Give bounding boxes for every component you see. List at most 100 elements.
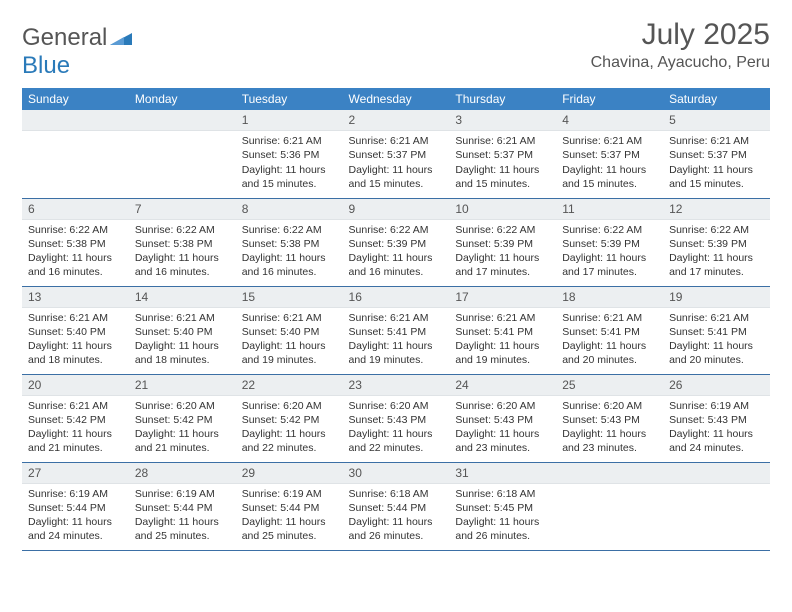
- day-details: Sunrise: 6:21 AMSunset: 5:40 PMDaylight:…: [236, 308, 343, 372]
- logo-text-2: Blue: [22, 52, 70, 79]
- calendar-day-cell: 3Sunrise: 6:21 AMSunset: 5:37 PMDaylight…: [449, 110, 556, 198]
- month-title: July 2025: [591, 18, 770, 52]
- calendar-day-cell: 25Sunrise: 6:20 AMSunset: 5:43 PMDayligh…: [556, 374, 663, 462]
- calendar-row: 6Sunrise: 6:22 AMSunset: 5:38 PMDaylight…: [22, 198, 770, 286]
- day-number: 11: [556, 199, 663, 220]
- day-number: 30: [343, 463, 450, 484]
- day-details: Sunrise: 6:22 AMSunset: 5:38 PMDaylight:…: [236, 220, 343, 284]
- calendar-row: 20Sunrise: 6:21 AMSunset: 5:42 PMDayligh…: [22, 374, 770, 462]
- day-details: Sunrise: 6:22 AMSunset: 5:39 PMDaylight:…: [556, 220, 663, 284]
- calendar-empty-cell: [556, 462, 663, 550]
- calendar-day-cell: 19Sunrise: 6:21 AMSunset: 5:41 PMDayligh…: [663, 286, 770, 374]
- logo-triangle-icon: [110, 29, 132, 45]
- day-number: 26: [663, 375, 770, 396]
- day-details: Sunrise: 6:21 AMSunset: 5:42 PMDaylight:…: [22, 396, 129, 460]
- day-details: Sunrise: 6:20 AMSunset: 5:43 PMDaylight:…: [343, 396, 450, 460]
- day-details: Sunrise: 6:22 AMSunset: 5:38 PMDaylight:…: [22, 220, 129, 284]
- day-details: Sunrise: 6:20 AMSunset: 5:42 PMDaylight:…: [236, 396, 343, 460]
- header: General Blue July 2025 Chavina, Ayacucho…: [22, 18, 770, 80]
- weekday-header: Monday: [129, 88, 236, 110]
- day-number: 20: [22, 375, 129, 396]
- day-details: Sunrise: 6:21 AMSunset: 5:37 PMDaylight:…: [663, 131, 770, 195]
- calendar-day-cell: 22Sunrise: 6:20 AMSunset: 5:42 PMDayligh…: [236, 374, 343, 462]
- calendar-day-cell: 12Sunrise: 6:22 AMSunset: 5:39 PMDayligh…: [663, 198, 770, 286]
- calendar-body: 1Sunrise: 6:21 AMSunset: 5:36 PMDaylight…: [22, 110, 770, 550]
- day-details: Sunrise: 6:18 AMSunset: 5:45 PMDaylight:…: [449, 484, 556, 548]
- logo: General Blue: [22, 24, 132, 80]
- calendar-day-cell: 8Sunrise: 6:22 AMSunset: 5:38 PMDaylight…: [236, 198, 343, 286]
- day-details: Sunrise: 6:21 AMSunset: 5:41 PMDaylight:…: [556, 308, 663, 372]
- day-number-empty: [663, 463, 770, 484]
- day-number: 25: [556, 375, 663, 396]
- calendar-day-cell: 26Sunrise: 6:19 AMSunset: 5:43 PMDayligh…: [663, 374, 770, 462]
- calendar-row: 27Sunrise: 6:19 AMSunset: 5:44 PMDayligh…: [22, 462, 770, 550]
- day-details: Sunrise: 6:18 AMSunset: 5:44 PMDaylight:…: [343, 484, 450, 548]
- day-number-empty: [556, 463, 663, 484]
- day-number: 4: [556, 110, 663, 131]
- day-details: Sunrise: 6:19 AMSunset: 5:44 PMDaylight:…: [22, 484, 129, 548]
- calendar-day-cell: 5Sunrise: 6:21 AMSunset: 5:37 PMDaylight…: [663, 110, 770, 198]
- day-details: Sunrise: 6:19 AMSunset: 5:44 PMDaylight:…: [236, 484, 343, 548]
- calendar-day-cell: 6Sunrise: 6:22 AMSunset: 5:38 PMDaylight…: [22, 198, 129, 286]
- day-number: 2: [343, 110, 450, 131]
- calendar-empty-cell: [663, 462, 770, 550]
- calendar-day-cell: 20Sunrise: 6:21 AMSunset: 5:42 PMDayligh…: [22, 374, 129, 462]
- day-number: 19: [663, 287, 770, 308]
- day-number: 18: [556, 287, 663, 308]
- day-number: 14: [129, 287, 236, 308]
- logo-text-1: General: [22, 24, 107, 51]
- weekday-header: Tuesday: [236, 88, 343, 110]
- day-number: 28: [129, 463, 236, 484]
- calendar-day-cell: 30Sunrise: 6:18 AMSunset: 5:44 PMDayligh…: [343, 462, 450, 550]
- day-number: 29: [236, 463, 343, 484]
- day-details: Sunrise: 6:20 AMSunset: 5:43 PMDaylight:…: [556, 396, 663, 460]
- day-number: 9: [343, 199, 450, 220]
- day-details: Sunrise: 6:21 AMSunset: 5:37 PMDaylight:…: [343, 131, 450, 195]
- calendar-day-cell: 29Sunrise: 6:19 AMSunset: 5:44 PMDayligh…: [236, 462, 343, 550]
- day-details: Sunrise: 6:22 AMSunset: 5:39 PMDaylight:…: [663, 220, 770, 284]
- day-number: 16: [343, 287, 450, 308]
- calendar-header-row: SundayMondayTuesdayWednesdayThursdayFrid…: [22, 88, 770, 110]
- calendar-day-cell: 4Sunrise: 6:21 AMSunset: 5:37 PMDaylight…: [556, 110, 663, 198]
- day-number: 31: [449, 463, 556, 484]
- day-number: 24: [449, 375, 556, 396]
- calendar-day-cell: 15Sunrise: 6:21 AMSunset: 5:40 PMDayligh…: [236, 286, 343, 374]
- day-number: 6: [22, 199, 129, 220]
- day-details: Sunrise: 6:21 AMSunset: 5:37 PMDaylight:…: [556, 131, 663, 195]
- day-details: Sunrise: 6:22 AMSunset: 5:38 PMDaylight:…: [129, 220, 236, 284]
- day-details: Sunrise: 6:21 AMSunset: 5:37 PMDaylight:…: [449, 131, 556, 195]
- logo-text: General Blue: [22, 24, 132, 80]
- day-number: 23: [343, 375, 450, 396]
- day-number: 1: [236, 110, 343, 131]
- day-details: Sunrise: 6:22 AMSunset: 5:39 PMDaylight:…: [343, 220, 450, 284]
- calendar-day-cell: 21Sunrise: 6:20 AMSunset: 5:42 PMDayligh…: [129, 374, 236, 462]
- day-details: Sunrise: 6:21 AMSunset: 5:41 PMDaylight:…: [663, 308, 770, 372]
- day-number: 5: [663, 110, 770, 131]
- calendar-day-cell: 27Sunrise: 6:19 AMSunset: 5:44 PMDayligh…: [22, 462, 129, 550]
- day-details: Sunrise: 6:19 AMSunset: 5:44 PMDaylight:…: [129, 484, 236, 548]
- day-number-empty: [22, 110, 129, 131]
- day-number: 7: [129, 199, 236, 220]
- day-number: 15: [236, 287, 343, 308]
- location: Chavina, Ayacucho, Peru: [591, 54, 770, 72]
- calendar-row: 13Sunrise: 6:21 AMSunset: 5:40 PMDayligh…: [22, 286, 770, 374]
- weekday-header: Thursday: [449, 88, 556, 110]
- calendar-day-cell: 17Sunrise: 6:21 AMSunset: 5:41 PMDayligh…: [449, 286, 556, 374]
- calendar-empty-cell: [129, 110, 236, 198]
- calendar-empty-cell: [22, 110, 129, 198]
- day-details: Sunrise: 6:21 AMSunset: 5:41 PMDaylight:…: [449, 308, 556, 372]
- weekday-header: Wednesday: [343, 88, 450, 110]
- day-number: 3: [449, 110, 556, 131]
- calendar-day-cell: 24Sunrise: 6:20 AMSunset: 5:43 PMDayligh…: [449, 374, 556, 462]
- calendar-day-cell: 18Sunrise: 6:21 AMSunset: 5:41 PMDayligh…: [556, 286, 663, 374]
- day-number: 21: [129, 375, 236, 396]
- day-details: Sunrise: 6:20 AMSunset: 5:42 PMDaylight:…: [129, 396, 236, 460]
- day-number-empty: [129, 110, 236, 131]
- day-number: 8: [236, 199, 343, 220]
- day-number: 17: [449, 287, 556, 308]
- calendar-day-cell: 31Sunrise: 6:18 AMSunset: 5:45 PMDayligh…: [449, 462, 556, 550]
- calendar-day-cell: 7Sunrise: 6:22 AMSunset: 5:38 PMDaylight…: [129, 198, 236, 286]
- calendar-day-cell: 9Sunrise: 6:22 AMSunset: 5:39 PMDaylight…: [343, 198, 450, 286]
- weekday-header: Saturday: [663, 88, 770, 110]
- day-number: 12: [663, 199, 770, 220]
